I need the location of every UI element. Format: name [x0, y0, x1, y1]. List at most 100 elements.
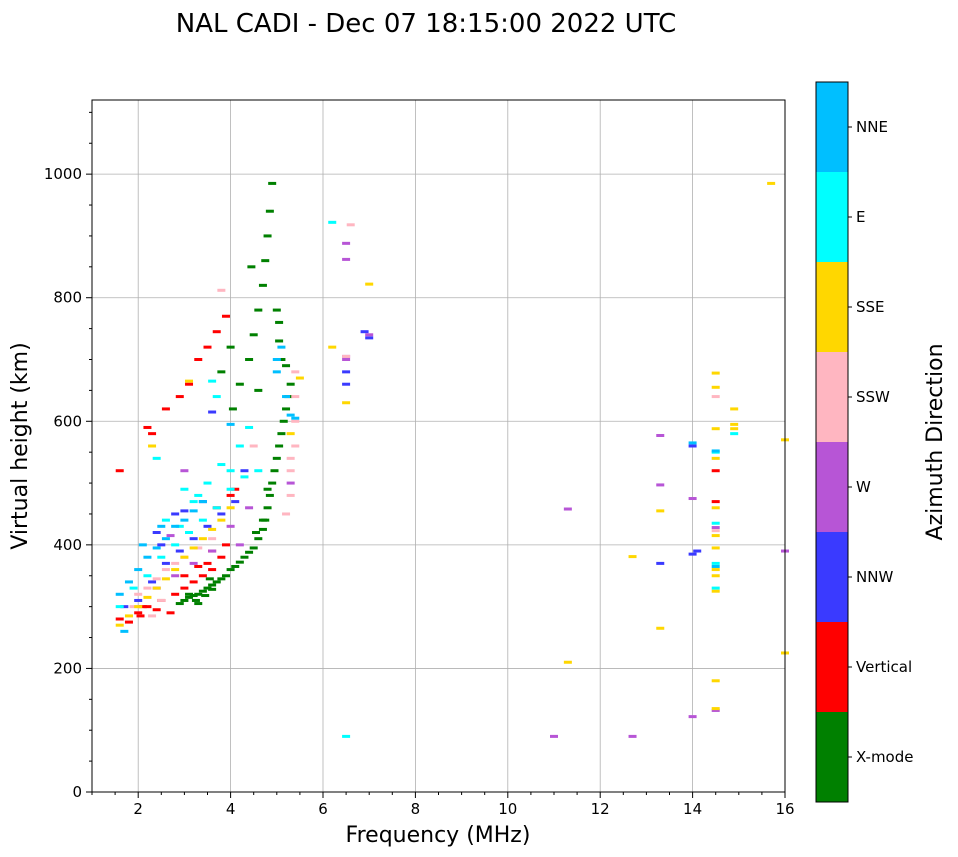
x-tick-label: 2	[133, 800, 143, 818]
data-point	[115, 605, 124, 609]
data-point	[711, 521, 720, 525]
data-point	[254, 388, 263, 392]
data-point	[171, 561, 180, 565]
data-point	[365, 336, 374, 340]
data-point	[134, 605, 143, 609]
colorbar-segment	[816, 442, 848, 532]
data-point	[161, 561, 170, 565]
data-point	[175, 524, 184, 528]
x-tick-label: 10	[498, 800, 517, 818]
colorbar-tick-label: NNW	[856, 568, 893, 586]
data-point	[161, 518, 170, 522]
data-point	[194, 592, 203, 596]
data-point	[711, 506, 720, 510]
data-point	[208, 410, 217, 414]
y-tick-label: 200	[53, 659, 82, 677]
colorbar-segment	[816, 712, 848, 802]
data-point	[711, 586, 720, 590]
data-point	[656, 561, 665, 565]
data-point	[328, 345, 337, 349]
data-point	[365, 282, 374, 286]
data-point	[180, 574, 189, 578]
data-point	[286, 469, 295, 473]
data-point	[115, 623, 124, 627]
data-point	[203, 524, 212, 528]
data-point	[208, 537, 217, 541]
data-point	[115, 617, 124, 621]
data-point	[342, 382, 351, 386]
data-point	[656, 433, 665, 437]
x-tick-label: 4	[226, 800, 236, 818]
y-tick-label: 1000	[44, 165, 82, 183]
data-point	[217, 288, 226, 292]
data-point	[240, 475, 249, 479]
data-point	[189, 580, 198, 584]
data-point	[185, 382, 194, 386]
data-point	[129, 605, 138, 609]
data-point	[161, 407, 170, 411]
data-point	[217, 555, 226, 559]
data-point	[263, 487, 272, 491]
data-point	[711, 395, 720, 399]
colorbar-tick-label: E	[856, 208, 865, 226]
data-point	[693, 549, 702, 553]
colorbar-tick-label: X-mode	[856, 748, 913, 766]
data-point	[208, 379, 217, 383]
data-point	[254, 308, 263, 312]
data-point	[148, 444, 157, 448]
data-point	[656, 483, 665, 487]
data-point	[272, 358, 281, 361]
data-point	[221, 543, 230, 547]
plot-area-frame	[91, 99, 786, 793]
data-point	[198, 589, 207, 593]
data-point	[203, 481, 212, 485]
data-point	[268, 481, 277, 485]
data-point	[124, 614, 133, 618]
data-point	[249, 546, 258, 550]
data-point	[286, 382, 295, 386]
data-point	[730, 427, 739, 431]
data-point	[143, 555, 152, 559]
colorbar-frame	[815, 81, 849, 803]
colorbar-tick-label: Vertical	[856, 658, 912, 676]
data-point	[194, 564, 203, 568]
data-point	[711, 589, 720, 593]
data-point	[208, 587, 217, 591]
data-point	[240, 555, 249, 559]
data-point	[360, 330, 369, 334]
data-point	[711, 371, 720, 375]
data-point	[711, 708, 720, 712]
data-point	[191, 598, 200, 602]
data-point	[342, 734, 351, 738]
data-point	[240, 469, 249, 473]
data-point	[286, 493, 295, 497]
data-point	[550, 734, 558, 738]
data-point	[295, 376, 304, 380]
data-point	[189, 537, 198, 541]
data-point	[203, 561, 212, 565]
data-point	[180, 487, 189, 491]
data-point	[656, 509, 665, 513]
colorbar-tick-label: NNE	[856, 118, 888, 136]
data-point	[258, 527, 267, 531]
colorbar-segment	[816, 352, 848, 442]
data-point	[152, 456, 161, 460]
data-point	[245, 358, 254, 361]
data-point	[286, 456, 295, 460]
data-point	[189, 500, 198, 504]
data-point	[342, 370, 351, 374]
data-point	[226, 506, 235, 510]
data-point	[152, 586, 161, 590]
data-point	[134, 568, 143, 572]
data-point	[277, 358, 286, 361]
data-point	[711, 546, 720, 550]
data-point	[711, 568, 720, 572]
data-point	[203, 586, 212, 590]
data-point	[711, 526, 720, 530]
data-point	[342, 358, 351, 361]
data-point	[143, 595, 152, 599]
data-point	[688, 715, 697, 719]
data-point	[711, 561, 720, 565]
data-point	[157, 555, 166, 559]
data-point	[688, 497, 697, 501]
